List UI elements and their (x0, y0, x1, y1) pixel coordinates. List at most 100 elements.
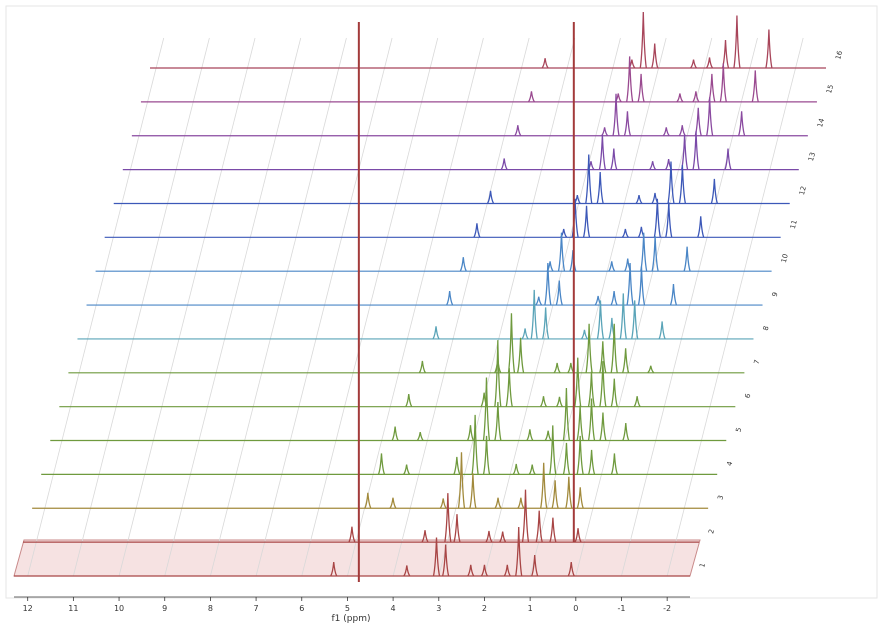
x-tick-label: 12 (23, 604, 33, 613)
peak (639, 11, 647, 69)
peak (596, 300, 605, 340)
grid-line (255, 37, 393, 577)
trace-15 (140, 56, 817, 103)
trace-10 (95, 232, 772, 272)
grid-line (72, 37, 210, 577)
peak (494, 402, 502, 441)
peak (515, 526, 523, 577)
trace-5 (50, 377, 727, 442)
peak (574, 357, 582, 407)
trace-label: 11 (789, 219, 799, 230)
peak (494, 340, 502, 407)
peak (610, 148, 618, 170)
peak (553, 362, 561, 374)
grid-line (621, 37, 758, 577)
trace-13 (122, 131, 799, 171)
x-tick-label: 1 (528, 604, 533, 613)
peak (480, 564, 489, 577)
peak (549, 517, 557, 543)
peak (471, 414, 479, 475)
trace-label: 16 (834, 49, 844, 60)
peak (330, 561, 338, 577)
peak (459, 257, 467, 272)
peak (610, 378, 618, 407)
x-tick-label: 8 (208, 604, 213, 613)
trace-6 (59, 340, 736, 408)
peak (544, 430, 552, 441)
peak (610, 453, 619, 475)
peak (521, 328, 529, 340)
trace-4 (41, 414, 718, 475)
x-tick-label: 6 (299, 604, 304, 613)
peak (690, 59, 698, 69)
peak (576, 435, 584, 475)
x-tick-label: 11 (68, 604, 78, 613)
peak (610, 291, 618, 306)
peak (612, 93, 620, 136)
peak (576, 487, 584, 509)
peak (562, 442, 571, 475)
spectra-traces (14, 11, 826, 577)
peak (633, 396, 641, 408)
peak (738, 111, 746, 136)
peak (514, 125, 522, 137)
peak (626, 56, 634, 102)
peak (621, 228, 629, 238)
peak (551, 480, 559, 509)
peak (576, 405, 584, 441)
grid-line (575, 37, 713, 577)
peak (733, 15, 741, 69)
peak (535, 510, 543, 543)
peak (676, 93, 684, 103)
peak (658, 321, 666, 340)
peak (574, 528, 582, 543)
grid-line (484, 37, 621, 577)
peak (416, 432, 424, 441)
peak (418, 360, 426, 374)
grid-line (210, 37, 347, 577)
peak (637, 266, 646, 306)
peak (678, 125, 686, 137)
peak (587, 398, 596, 441)
grid-line (301, 37, 439, 577)
peak (389, 497, 397, 509)
x-axis: 12 11 10 9 8 7 6 5 4 3 2 1 0 -1 -2 (14, 596, 690, 613)
peak (599, 341, 607, 373)
trace-label: 13 (807, 151, 817, 162)
peak (473, 223, 481, 238)
peak (531, 554, 539, 577)
peak (669, 284, 678, 306)
trace-label: 4 (725, 460, 734, 467)
trace-label: 12 (798, 185, 808, 196)
peak (439, 498, 447, 509)
peak (549, 425, 557, 475)
peak (453, 456, 461, 475)
peak (601, 127, 609, 137)
peak (482, 377, 491, 441)
peak (391, 426, 399, 441)
trace-label: 1 (698, 562, 707, 568)
trace-16 (150, 11, 826, 69)
trace-label: 9 (771, 291, 780, 297)
peak (512, 463, 520, 475)
peak (724, 148, 732, 170)
peak (705, 57, 714, 69)
peak (544, 263, 552, 306)
peak (432, 326, 440, 340)
peak (499, 531, 507, 543)
peak (539, 396, 548, 408)
peak (521, 489, 530, 543)
peak (485, 530, 493, 543)
peak (482, 435, 491, 475)
peak (503, 564, 511, 577)
trace-1 (14, 526, 690, 577)
peak (647, 365, 655, 374)
trace-label: 14 (816, 117, 826, 128)
peak (555, 280, 563, 306)
grid-lines (27, 37, 804, 577)
peak (667, 161, 675, 204)
peak (599, 361, 607, 407)
peak (500, 158, 508, 170)
peak (585, 154, 593, 204)
